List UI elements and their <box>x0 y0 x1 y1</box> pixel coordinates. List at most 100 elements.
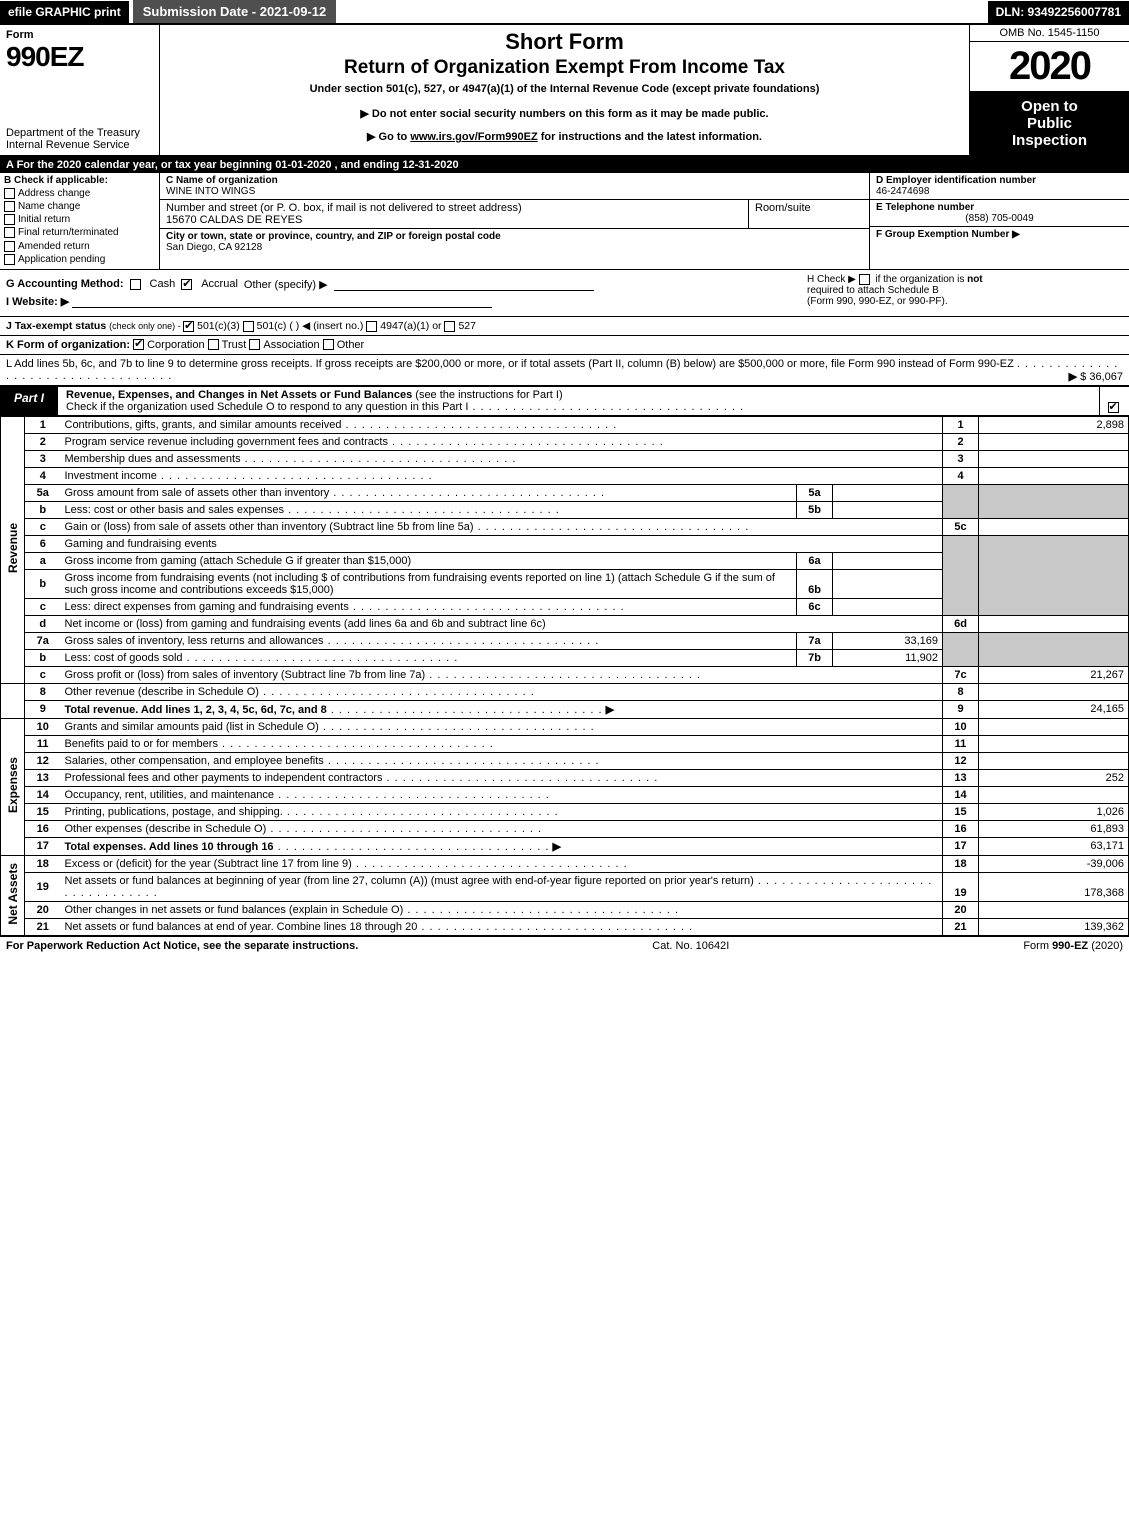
dots-icon <box>259 686 535 698</box>
line-num: c <box>25 666 61 683</box>
print-link[interactable]: print <box>94 5 121 19</box>
dots-icon <box>329 487 605 499</box>
line-numcol: 8 <box>943 683 979 700</box>
grey-cell <box>979 535 1129 615</box>
checkbox-icon[interactable] <box>323 339 334 350</box>
j-501c3: 501(c)(3) <box>197 320 240 332</box>
g-other-blank[interactable] <box>334 278 594 291</box>
table-row: 15 Printing, publications, postage, and … <box>1 803 1129 820</box>
line-desc: Salaries, other compensation, and employ… <box>61 752 943 769</box>
checkbox-icon[interactable] <box>130 279 141 290</box>
line-amount: 61,893 <box>979 820 1129 837</box>
checkbox-icon[interactable] <box>249 339 260 350</box>
line-amount <box>979 786 1129 803</box>
checkbox-icon <box>4 227 15 238</box>
goto-post: for instructions and the latest informat… <box>538 131 762 143</box>
sub-value <box>833 484 943 501</box>
table-row: 19 Net assets or fund balances at beginn… <box>1 872 1129 901</box>
line-num: 15 <box>25 803 61 820</box>
line-desc: Less: cost of goods sold <box>61 649 797 666</box>
line-numcol: 6d <box>943 615 979 632</box>
group-exemption-label: F Group Exemption Number ▶ <box>876 229 1020 240</box>
dept-treasury: Department of the Treasury Internal Reve… <box>6 127 153 151</box>
sub-label: 7b <box>797 649 833 666</box>
omb-number: OMB No. 1545-1150 <box>970 25 1129 42</box>
website-blank[interactable] <box>72 295 492 308</box>
line-num: 2 <box>25 433 61 450</box>
dots-icon <box>425 669 701 681</box>
row-k: K Form of organization: Corporation Trus… <box>0 336 1129 355</box>
dots-icon <box>352 858 628 870</box>
j-label: J Tax-exempt status <box>6 320 109 332</box>
table-row: 12 Salaries, other compensation, and emp… <box>1 752 1129 769</box>
g-label: G Accounting Method: <box>6 278 124 290</box>
dots-icon <box>183 652 459 664</box>
chk-final-return[interactable]: Final return/terminated <box>4 227 155 238</box>
line-amount <box>979 518 1129 535</box>
chk-address-change[interactable]: Address change <box>4 188 155 199</box>
line-numcol: 1 <box>943 416 979 433</box>
g-accrual: Accrual <box>201 278 238 290</box>
chk-name-change[interactable]: Name change <box>4 201 155 212</box>
line-numcol: 13 <box>943 769 979 786</box>
chk-amended-return[interactable]: Amended return <box>4 241 155 252</box>
sub-value <box>833 501 943 518</box>
sidebar-netassets: Net Assets <box>1 855 25 935</box>
line-desc: Professional fees and other payments to … <box>61 769 943 786</box>
checkbox-icon[interactable] <box>859 274 870 285</box>
checkbox-icon <box>4 201 15 212</box>
g-other: Other (specify) ▶ <box>244 278 328 291</box>
chk-initial-return[interactable]: Initial return <box>4 214 155 225</box>
checkbox-icon[interactable] <box>208 339 219 350</box>
dots-icon <box>327 704 603 716</box>
checkbox-icon[interactable] <box>181 279 192 290</box>
checkbox-icon <box>4 214 15 225</box>
l-amount: ▶ $ 36,067 <box>1069 370 1123 383</box>
line-num: 16 <box>25 820 61 837</box>
line-num: c <box>25 598 61 615</box>
line-amount: 24,165 <box>979 700 1129 718</box>
room-label: Room/suite <box>755 202 863 214</box>
goto-pre: ▶ Go to <box>367 131 410 143</box>
line-amount: 63,171 <box>979 837 1129 855</box>
dots-icon <box>274 789 550 801</box>
line-numcol: 19 <box>943 872 979 901</box>
j-small: (check only one) - <box>109 321 183 331</box>
goto-link[interactable]: www.irs.gov/Form990EZ <box>410 131 537 143</box>
checkbox-icon[interactable] <box>444 321 455 332</box>
k-corp: Corporation <box>147 339 204 351</box>
h-post: if the organization is <box>873 274 968 285</box>
table-row: c Gain or (loss) from sale of assets oth… <box>1 518 1129 535</box>
checkbox-icon <box>4 254 15 265</box>
line-numcol: 15 <box>943 803 979 820</box>
efile-label: efile GRAPHIC <box>8 5 91 19</box>
dots-icon <box>284 504 560 516</box>
table-row: 17 Total expenses. Add lines 10 through … <box>1 837 1129 855</box>
sub-value <box>833 598 943 615</box>
k-assoc: Association <box>263 339 319 351</box>
table-row: 6 Gaming and fundraising events <box>1 535 1129 552</box>
return-title: Return of Organization Exempt From Incom… <box>166 57 963 79</box>
line-desc: Investment income <box>61 467 943 484</box>
line-desc: Total revenue. Add lines 1, 2, 3, 4, 5c,… <box>61 700 943 718</box>
checkbox-icon[interactable] <box>183 321 194 332</box>
table-row: 14 Occupancy, rent, utilities, and maint… <box>1 786 1129 803</box>
dots-icon <box>241 453 517 465</box>
chk-application-pending[interactable]: Application pending <box>4 254 155 265</box>
line-numcol: 10 <box>943 718 979 735</box>
line-numcol: 16 <box>943 820 979 837</box>
line-num: 20 <box>25 901 61 918</box>
checkbox-icon[interactable] <box>1108 402 1119 413</box>
street-cell: Number and street (or P. O. box, if mail… <box>160 200 749 228</box>
table-row: 9 Total revenue. Add lines 1, 2, 3, 4, 5… <box>1 700 1129 718</box>
dots-icon <box>403 904 679 916</box>
top-bar: efile GRAPHIC print Submission Date - 20… <box>0 0 1129 25</box>
dots-icon <box>341 419 617 431</box>
room-cell: Room/suite <box>749 200 869 228</box>
dots-icon <box>417 921 693 933</box>
line-amount <box>979 752 1129 769</box>
checkbox-icon[interactable] <box>133 339 144 350</box>
checkbox-icon[interactable] <box>243 321 254 332</box>
checkbox-icon[interactable] <box>366 321 377 332</box>
sidebar-expenses: Expenses <box>1 718 25 855</box>
